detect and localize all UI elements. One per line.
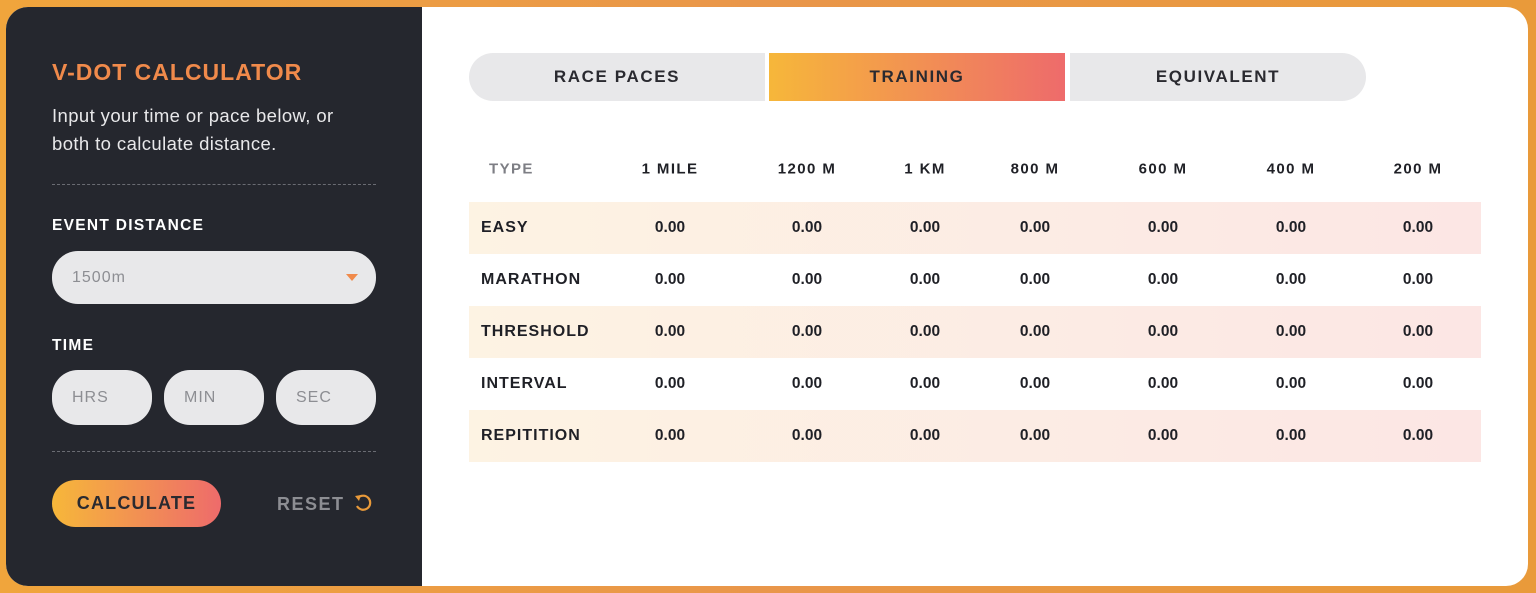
tab[interactable]: RACE PACES (469, 53, 765, 101)
pace-cell: 0.00 (654, 427, 686, 444)
pace-cell: 0.00 (1402, 427, 1434, 444)
divider (52, 184, 376, 185)
time-input[interactable]: SEC (276, 370, 376, 425)
field-label: TIME (52, 337, 95, 354)
time-input[interactable]: HRS (52, 370, 152, 425)
calculate-button[interactable]: CALCULATE (52, 480, 221, 527)
pace-cell: 0.00 (1275, 219, 1307, 236)
column-header: 1 MILE (641, 160, 699, 178)
column-header: 200 M (1393, 160, 1443, 178)
table-row (469, 254, 1481, 306)
sidebar: V-DOT CALCULATOR Input your time or pace… (6, 7, 422, 586)
table-row (469, 410, 1481, 462)
pace-cell: 0.00 (1147, 427, 1179, 444)
table-row (469, 358, 1481, 410)
pace-cell: 0.00 (1402, 271, 1434, 288)
time-input[interactable]: MIN (164, 370, 264, 425)
pace-cell: 0.00 (791, 219, 823, 236)
pace-cell: 0.00 (654, 323, 686, 340)
row-label: EASY (481, 219, 529, 236)
pace-cell: 0.00 (1402, 375, 1434, 392)
column-header: 800 M (1010, 160, 1060, 178)
card: V-DOT CALCULATOR Input your time or pace… (6, 7, 1528, 586)
sidebar-title: V-DOT CALCULATOR (52, 59, 303, 85)
pace-cell: 0.00 (909, 323, 941, 340)
pace-cell: 0.00 (1147, 219, 1179, 236)
field-label: EVENT DISTANCE (52, 217, 205, 234)
column-header: 400 M (1266, 160, 1316, 178)
table-row (469, 202, 1481, 254)
pace-cell: 0.00 (1019, 271, 1051, 288)
pace-cell: 0.00 (1019, 219, 1051, 236)
pace-cell: 0.00 (1019, 375, 1051, 392)
pace-cell: 0.00 (909, 271, 941, 288)
pace-cell: 0.00 (1019, 427, 1051, 444)
reset-icon (355, 494, 372, 511)
pace-cell: 0.00 (791, 323, 823, 340)
reset-label: RESET (277, 494, 345, 514)
pace-cell: 0.00 (791, 427, 823, 444)
pace-cell: 0.00 (654, 271, 686, 288)
distance-select[interactable]: 1500m (52, 251, 376, 304)
pace-cell: 0.00 (1275, 271, 1307, 288)
pace-cell: 0.00 (1147, 375, 1179, 392)
column-header: 600 M (1138, 160, 1188, 178)
pace-cell: 0.00 (1402, 219, 1434, 236)
pace-cell: 0.00 (909, 375, 941, 392)
row-label: REPITITION (481, 427, 581, 444)
table-row (469, 306, 1481, 358)
pace-cell: 0.00 (1275, 375, 1307, 392)
pace-cell: 0.00 (654, 375, 686, 392)
row-label: MARATHON (481, 271, 582, 288)
row-label: INTERVAL (481, 375, 568, 392)
pace-cell: 0.00 (1275, 323, 1307, 340)
pace-cell: 0.00 (1147, 271, 1179, 288)
pace-cell: 0.00 (791, 375, 823, 392)
divider (52, 451, 376, 452)
tab[interactable]: EQUIVALENT (1070, 53, 1366, 101)
description: Input your time or pace below, or both t… (52, 105, 334, 154)
caret (346, 274, 358, 281)
pace-cell: 0.00 (1275, 427, 1307, 444)
row-label: THRESHOLD (481, 323, 590, 340)
select-value: 1500m (72, 268, 126, 286)
pace-cell: 0.00 (1402, 323, 1434, 340)
tab[interactable]: TRAINING (769, 53, 1065, 101)
pace-cell: 0.00 (909, 427, 941, 444)
reset-button[interactable]: RESET (277, 493, 373, 515)
pace-cell: 0.00 (791, 271, 823, 288)
pace-cell: 0.00 (1147, 323, 1179, 340)
pace-cell: 0.00 (654, 219, 686, 236)
column-header: TYPE (489, 160, 534, 178)
column-header: 1200 M (777, 160, 837, 178)
pace-cell: 0.00 (1019, 323, 1051, 340)
pace-cell: 0.00 (909, 219, 941, 236)
column-header: 1 KM (904, 160, 946, 178)
